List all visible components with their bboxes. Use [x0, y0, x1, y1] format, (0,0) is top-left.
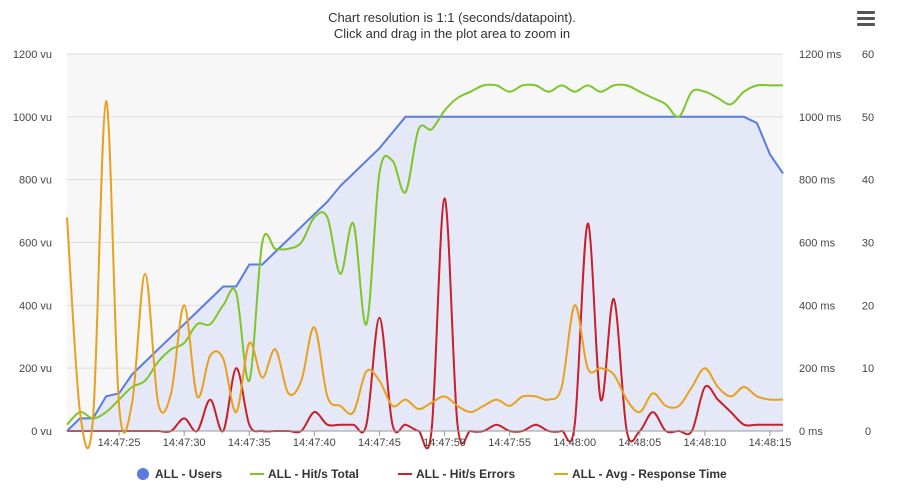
y-tick-label-hits: 20 [862, 300, 874, 312]
legend-item[interactable]: ALL - Hit/s Total [250, 467, 359, 481]
x-tick-label: 14:47:40 [293, 437, 336, 449]
x-tick-label: 14:47:55 [488, 437, 531, 449]
y-tick-label-hits: 40 [862, 175, 874, 187]
legend[interactable]: ALL - Users ALL - Hit/s Total ALL - Hit/s … [137, 467, 727, 481]
legend-label: ALL - Users [155, 467, 222, 481]
y-tick-label-hits: 50 [862, 112, 874, 124]
y-tick-label-ms: 800 ms [799, 175, 836, 187]
y-tick-label-vu: 800 vu [19, 175, 52, 187]
menu-bar-2 [857, 17, 875, 20]
y-tick-label-hits: 10 [862, 363, 874, 375]
x-tick-label: 14:48:10 [683, 437, 726, 449]
x-tick-label: 14:47:35 [228, 437, 271, 449]
legend-label: ALL - Hit/s Errors [416, 467, 515, 481]
series-line-all-avg-response-time[interactable] [66, 100, 784, 450]
y-tick-label-vu: 200 vu [19, 363, 52, 375]
y-tick-label-ms: 1200 ms [799, 49, 842, 61]
y-tick-label-ms: 1000 ms [799, 112, 842, 124]
x-tick-label: 14:47:30 [163, 437, 206, 449]
y-tick-label-vu: 600 vu [19, 238, 52, 250]
y-tick-label-vu: 1000 vu [13, 112, 52, 124]
chart-title-line-1: Chart resolution is 1:1 (seconds/datapoi… [328, 10, 576, 25]
plot-area[interactable] [66, 53, 784, 450]
y-tick-label-vu: 400 vu [19, 300, 52, 312]
y-tick-label-vu: 1200 vu [13, 49, 52, 61]
y-tick-label-ms: 0 ms [799, 426, 823, 438]
x-tick-label: 14:47:45 [358, 437, 401, 449]
x-tick-label: 14:48:15 [749, 437, 792, 449]
menu-bar-1 [857, 11, 875, 14]
y-tick-label-ms: 600 ms [799, 238, 836, 250]
legend-label: ALL - Avg - Response Time [572, 467, 727, 481]
x-tick-label: 14:47:50 [423, 437, 466, 449]
y-tick-label-vu: 0 vu [31, 426, 52, 438]
legend-label: ALL - Hit/s Total [268, 467, 359, 481]
y-tick-label-hits: 0 [865, 426, 871, 438]
y-tick-label-ms: 400 ms [799, 300, 836, 312]
menu-bar-3 [857, 23, 875, 26]
series-line-all-users[interactable] [66, 115, 784, 432]
hamburger-menu-icon[interactable] [852, 8, 880, 32]
y-tick-label-hits: 30 [862, 238, 874, 250]
legend-item[interactable]: ALL - Avg - Response Time [554, 467, 727, 481]
chart-title-line-2: Click and drag in the plot area to zoom … [334, 26, 570, 41]
y-tick-label-ms: 200 ms [799, 363, 836, 375]
legend-item[interactable]: ALL - Users [137, 467, 222, 481]
legend-item[interactable]: ALL - Hit/s Errors [398, 467, 515, 481]
legend-marker [137, 468, 149, 480]
x-tick-label: 14:48:00 [553, 437, 596, 449]
x-tick-label: 14:48:05 [618, 437, 661, 449]
axes: 14:47:25 14:47:30 14:47:35 14:47:40 14:47:45… [13, 49, 874, 449]
y-tick-label-hits: 60 [862, 49, 874, 61]
x-tick-label: 14:47:25 [98, 437, 141, 449]
